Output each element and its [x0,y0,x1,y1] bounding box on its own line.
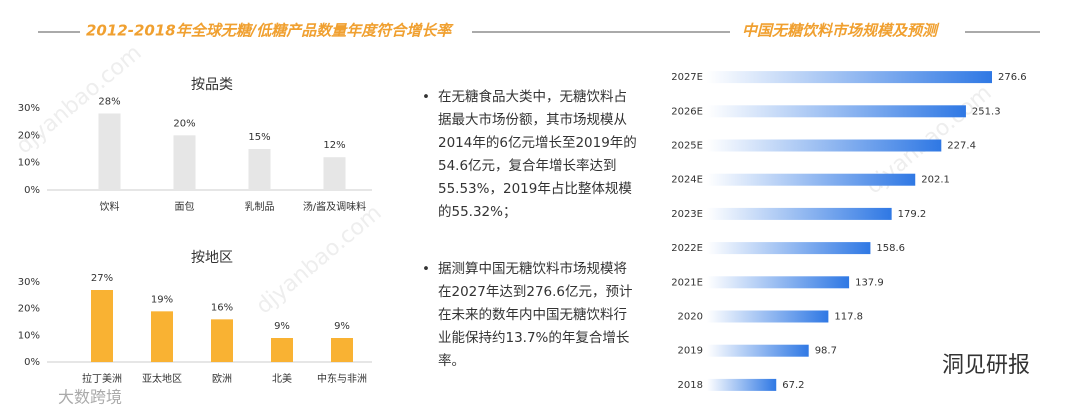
bar [707,173,916,186]
bar [271,338,293,362]
x-tick-label: 欧洲 [212,373,232,385]
y-tick-label: 30% [18,277,40,288]
bullet: 据测算中国无糖饮料市场规模将在2027年达到276.6亿元，预计在未来的数年内中… [422,258,638,373]
bar [173,135,196,190]
value-label: 27% [91,273,113,284]
value-label: 9% [334,321,350,332]
value-label: 19% [151,294,173,305]
bar [91,290,113,362]
y-tick-label: 20% [18,130,40,141]
header-right: 中国无糖饮料市场规模及预测 [742,22,940,40]
bar [211,319,233,362]
y-tick-label: 20% [18,304,40,315]
y-tick-label: 2027E [671,72,703,83]
y-tick-label: 2022E [671,243,703,254]
y-tick-label: 30% [18,103,40,114]
value-label: 15% [248,132,270,143]
y-tick-label: 0% [24,185,40,196]
x-tick-label: 饮料 [100,200,120,213]
x-tick-label: 北美 [272,372,292,385]
bullet: 在无糖食品大类中，无糖饮料占据最大市场份额，其市场规模从2014年的6亿元增长至… [422,86,638,224]
y-tick-label: 2026E [671,106,703,117]
bar [98,113,121,190]
value-label: 158.6 [876,243,905,254]
y-tick-label: 2024E [671,175,703,186]
x-tick-label: 亚太地区 [142,372,182,385]
bar [151,311,173,362]
bar [707,378,777,391]
value-label: 9% [274,321,290,332]
bar [707,105,966,118]
y-tick-label: 2020 [678,312,703,323]
value-label: 137.9 [855,277,884,288]
value-label: 12% [323,140,345,151]
x-tick-label: 汤/酱及调味料 [303,200,366,213]
bar [707,344,809,357]
bar [707,242,871,255]
value-label: 28% [98,96,120,107]
value-label: 67.2 [782,380,804,391]
y-tick-label: 2018 [678,380,703,391]
y-tick-label: 0% [24,357,40,368]
header-left: 2012-2018年全球无糖/低糖产品数量年度符合增长率 [86,22,454,40]
x-tick-label: 拉丁美洲 [82,372,122,385]
value-label: 16% [211,302,233,313]
watermark: djyanbao.com [12,40,147,159]
value-label: 98.7 [815,346,837,357]
y-tick-label: 2019 [678,346,703,357]
y-tick-label: 2025E [671,141,703,152]
value-label: 20% [173,118,195,129]
bar [707,207,892,220]
logo: 大数跨境 [58,388,122,407]
value-label: 276.6 [998,72,1027,83]
bar [707,276,850,289]
bar [707,71,992,84]
x-tick-label: 中东与非洲 [317,372,367,385]
bar [248,149,271,190]
bar [331,338,353,362]
watermark: djyanbao.com [252,200,387,319]
value-label: 251.3 [972,106,1001,117]
x-tick-label: 乳制品 [245,200,275,213]
value-label: 117.8 [834,312,863,323]
y-tick-label: 2023E [671,209,703,220]
value-label: 227.4 [947,141,976,152]
chart-title: 按品类 [191,77,233,93]
x-tick-label: 面包 [175,200,195,213]
bar [323,157,346,190]
value-label: 202.1 [921,175,950,186]
y-tick-label: 10% [18,330,40,341]
bar [707,310,829,323]
bar [707,139,942,152]
chart-title: 按地区 [191,250,233,266]
y-tick-label: 2021E [671,277,703,288]
brand: 洞见研报 [942,353,1030,378]
y-tick-label: 10% [18,158,40,169]
value-label: 179.2 [898,209,927,220]
